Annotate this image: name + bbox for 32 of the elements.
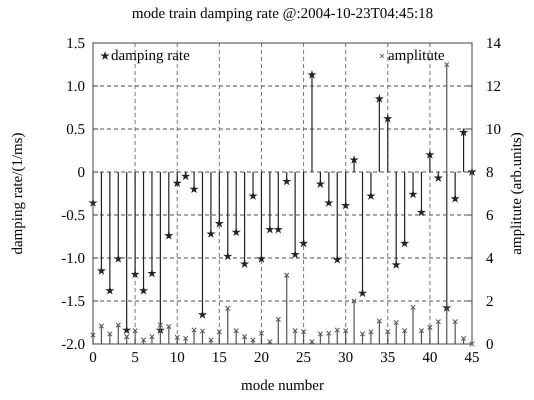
x-tick-label: 35 — [380, 350, 396, 366]
y-axis-title: damping rate/(1/ms) — [10, 132, 26, 255]
y2-tick-label: 10 — [486, 122, 501, 138]
y2-tick-label: 2 — [486, 294, 494, 310]
x-tick-label: 5 — [131, 350, 139, 366]
y2-tick-label: 8 — [486, 165, 494, 181]
legend-label: amplitute — [388, 48, 445, 64]
y2-axis-title: amplitute (arb.units) — [509, 132, 525, 255]
y2-tick-label: 12 — [486, 79, 501, 95]
x-tick-label: 25 — [296, 350, 312, 366]
chart-title: mode train damping rate @:2004-10-23T04:45:18 — [132, 6, 434, 22]
y-tick-label: 1.0 — [66, 79, 85, 95]
y2-tick-label: 4 — [486, 251, 494, 267]
y-tick-label: -2.0 — [61, 337, 85, 353]
y2-tick-label: 0 — [486, 337, 494, 353]
y-tick-label: 1.5 — [66, 36, 85, 52]
y2-tick-label: 14 — [486, 36, 502, 52]
y-tick-label: -1.0 — [61, 251, 85, 267]
x-tick-label: 15 — [212, 350, 227, 366]
x-axis-title: mode number — [241, 378, 324, 394]
y-tick-label: -1.5 — [61, 294, 85, 310]
y2-tick-label: 6 — [486, 208, 494, 224]
y-tick-label: 0 — [78, 165, 85, 181]
legend-label: damping rate — [111, 48, 190, 64]
x-tick-label: 40 — [422, 350, 438, 366]
x-tick-label: 0 — [89, 350, 97, 366]
y-tick-label: 0.5 — [66, 122, 85, 138]
x-tick-label: 20 — [254, 350, 269, 366]
x-tick-label: 10 — [170, 350, 185, 366]
x-tick-label: 45 — [464, 350, 480, 366]
x-tick-label: 30 — [338, 350, 354, 366]
y-tick-label: -0.5 — [61, 208, 85, 224]
